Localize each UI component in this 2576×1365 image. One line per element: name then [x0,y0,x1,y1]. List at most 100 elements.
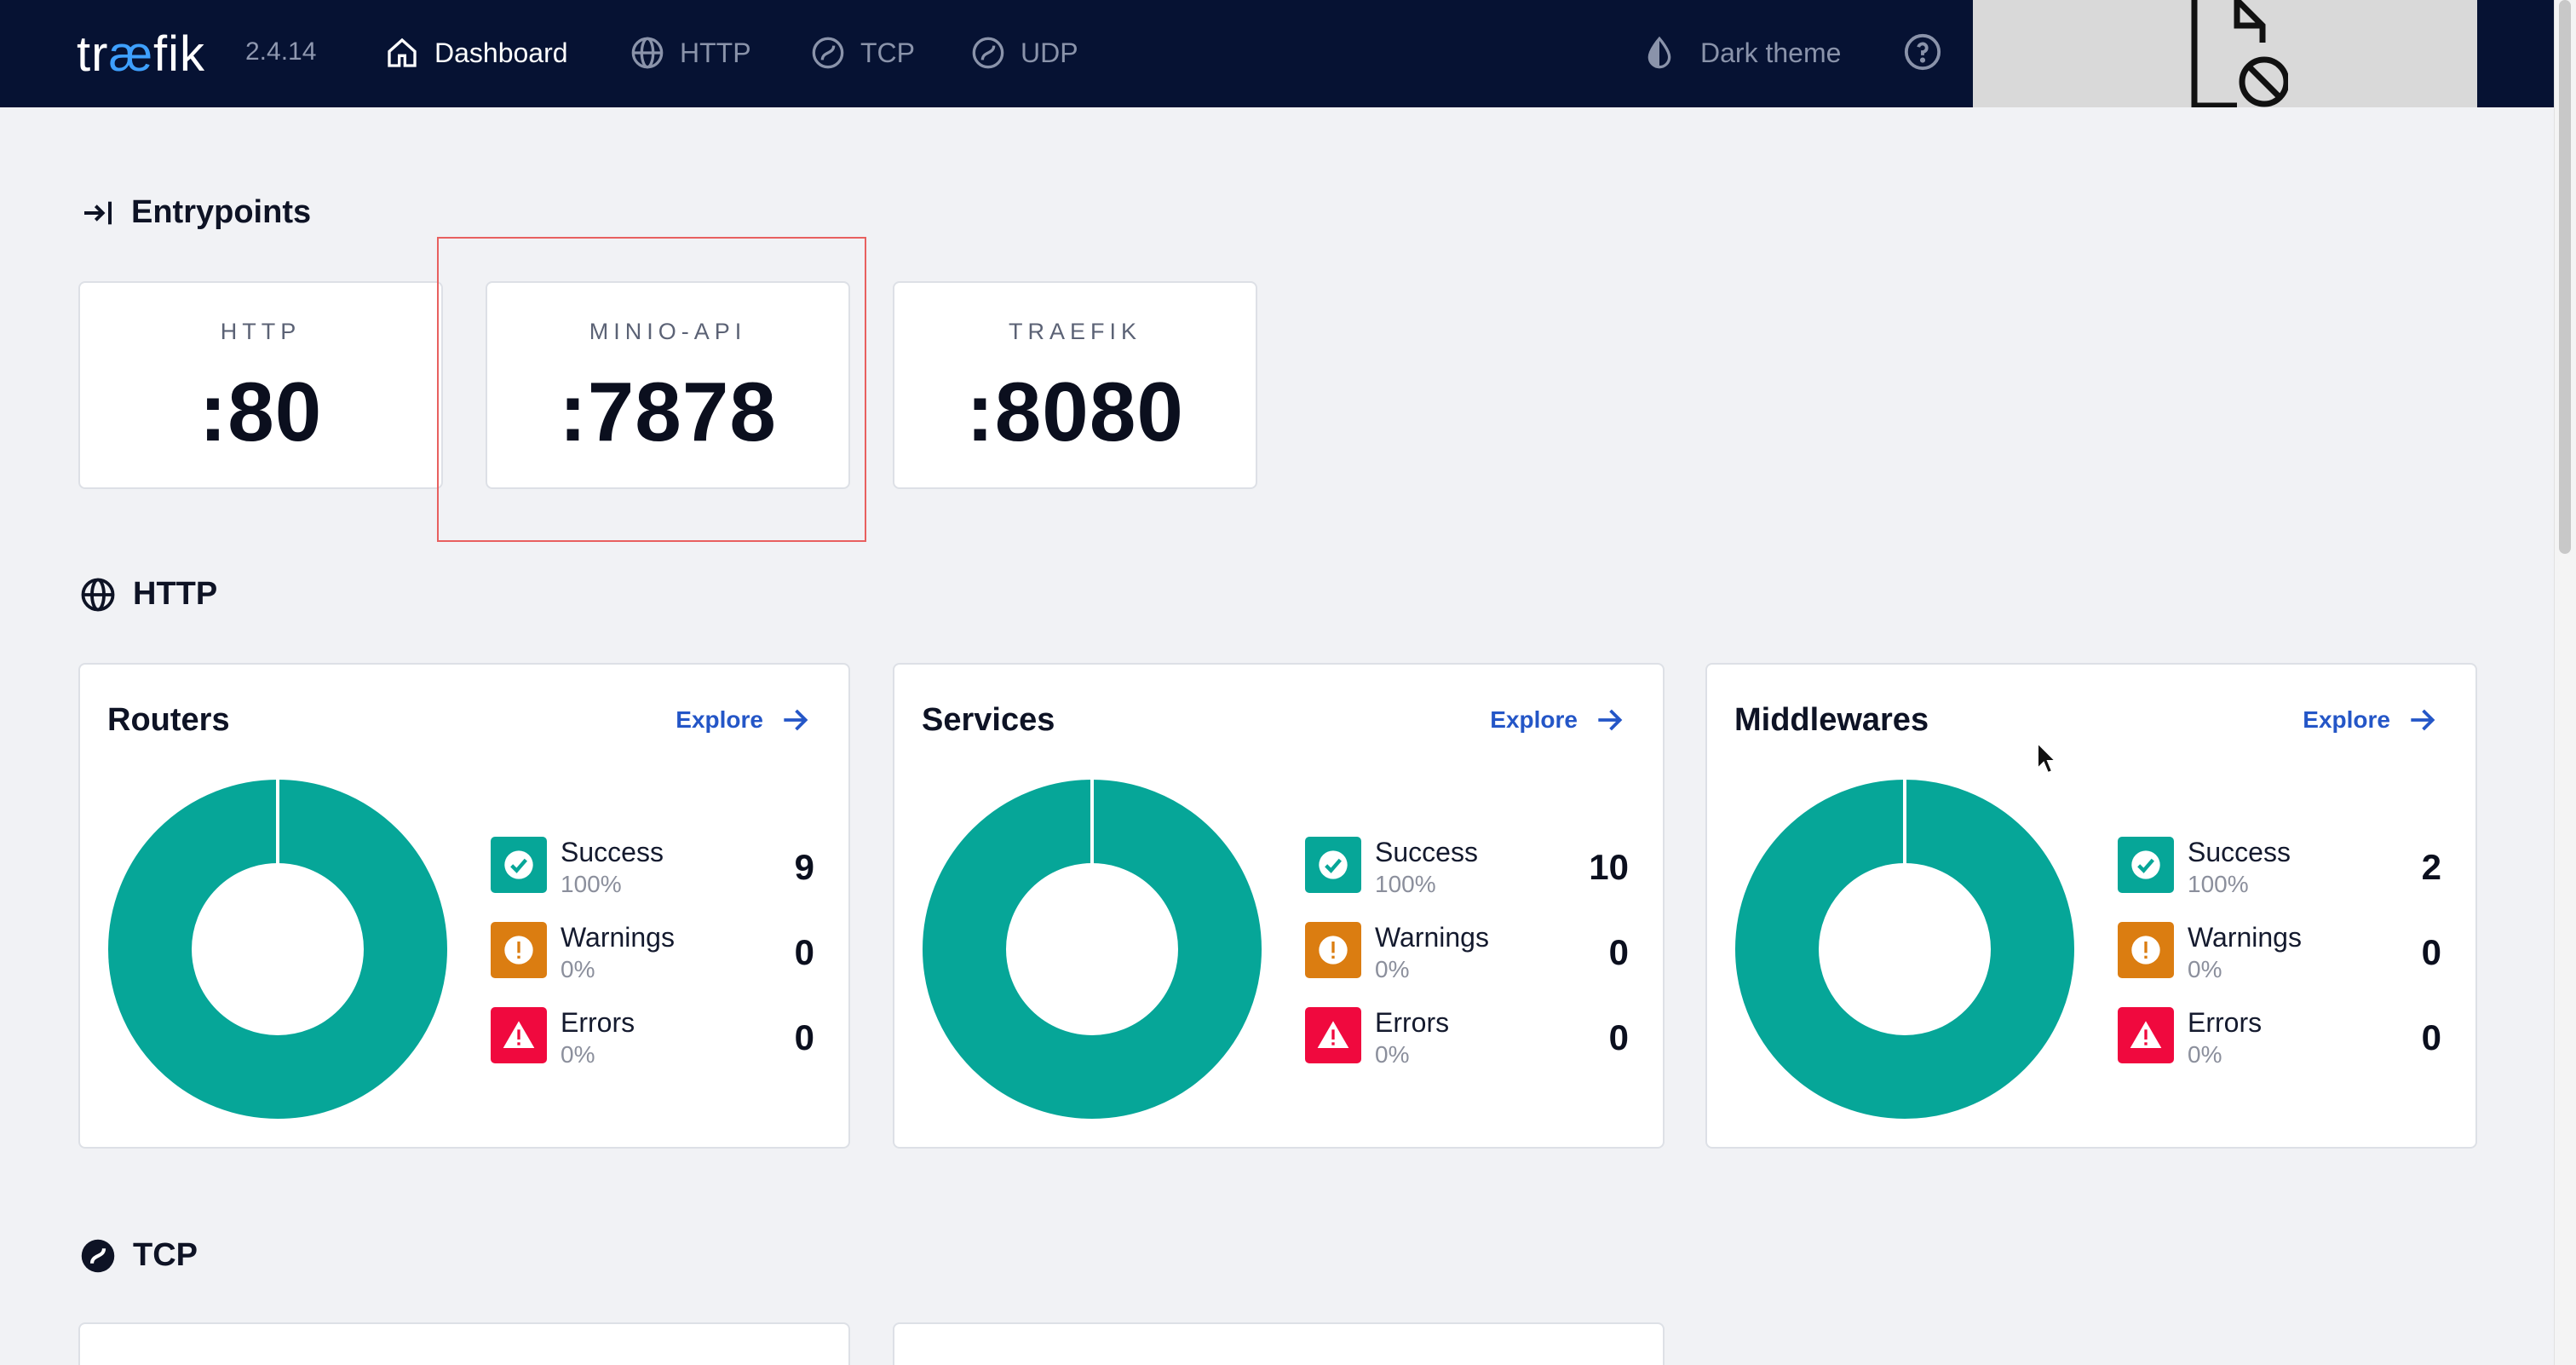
logo-text-start: tr [77,26,109,82]
nav-dashboard[interactable]: Dashboard [385,32,568,73]
explore-label: Explore [676,706,763,733]
success-row: Success 100% 10 [1305,837,1629,897]
success-count: 2 [2421,847,2441,887]
warning-icon [2118,922,2174,978]
warnings-label: Warnings [2188,922,2302,953]
entrypoint-name: TRAEFIK [1008,319,1141,344]
tcp-heading: TCP [80,1237,198,1274]
explore-link[interactable]: Explore [2303,704,2438,736]
status-donut-chart [1735,779,2074,1119]
warnings-label: Warnings [1375,922,1489,953]
errors-percent: 0% [1375,1041,1410,1068]
entrypoints-title: Entrypoints [131,194,312,230]
explore-link[interactable]: Explore [676,704,811,736]
errors-label: Errors [1375,1007,1450,1038]
errors-percent: 0% [561,1041,595,1068]
entrypoint-port: :7878 [559,365,777,458]
explore-label: Explore [2303,706,2390,733]
nav-http[interactable]: HTTP [630,32,751,73]
help-circle-icon[interactable] [1903,32,1942,72]
warnings-percent: 0% [561,956,595,982]
login-arrow-icon [84,201,112,224]
middlewares-card: Middlewares Explore Success 100% 2 Warni… [1705,663,2477,1149]
dark-theme-toggle[interactable]: Dark theme [1642,32,1841,73]
entrypoints-heading: Entrypoints [80,194,311,231]
error-triangle-icon [2118,1007,2174,1063]
udp-icon [972,37,1004,69]
entrypoint-port: :8080 [966,365,1184,458]
success-count: 9 [794,847,814,887]
warnings-count: 0 [1608,932,1629,972]
status-donut-chart [108,779,447,1119]
card-title: Routers [107,702,230,738]
nav-dashboard-label: Dashboard [434,37,568,68]
success-label: Success [1375,837,1478,867]
tcp-routers-card [78,1322,850,1365]
tcp-icon [81,1239,115,1272]
errors-row: Errors 0% 0 [2118,1007,2441,1068]
top-navbar: træfik 2.4.14 Dashboard HTTP TCP UDP Dar… [0,0,2576,107]
errors-count: 0 [1608,1017,1629,1057]
success-check-icon [1305,837,1361,893]
errors-label: Errors [2188,1007,2263,1038]
status-donut-chart [923,779,1262,1119]
errors-row: Errors 0% 0 [491,1007,814,1068]
success-row: Success 100% 2 [2118,837,2441,897]
error-triangle-icon [491,1007,547,1063]
arrow-right-icon [784,709,808,731]
warnings-percent: 0% [2188,956,2222,982]
nav-tcp-label: TCP [860,37,915,68]
tcp-icon [812,37,844,69]
success-row: Success 100% 9 [491,837,814,897]
contrast-drop-icon [1647,36,1671,69]
success-percent: 100% [561,871,622,897]
warning-icon [1305,922,1361,978]
success-percent: 100% [2188,871,2249,897]
blocked-content-area [1973,0,2477,107]
logo-text-end: fik [153,26,206,82]
errors-row: Errors 0% 0 [1305,1007,1629,1068]
entrypoint-card-traefik[interactable]: TRAEFIK :8080 [893,281,1257,489]
errors-percent: 0% [2188,1041,2222,1068]
warnings-row: Warnings 0% 0 [491,922,814,982]
logo-text-ae: æ [108,26,154,82]
nav-http-label: HTTP [680,37,751,68]
warnings-percent: 0% [1375,956,1410,982]
success-count: 10 [1589,847,1629,887]
arrow-right-icon [1598,709,1623,731]
mouse-cursor-icon [2037,741,2058,775]
warnings-count: 0 [794,932,814,972]
errors-label: Errors [561,1007,635,1038]
success-label: Success [561,837,664,867]
traefik-logo[interactable]: træfik [77,26,205,83]
success-percent: 100% [1375,871,1436,897]
http-heading: HTTP [80,576,217,613]
card-title: Services [922,702,1055,738]
explore-link[interactable]: Explore [1490,704,1625,736]
home-icon [388,37,417,67]
scrollbar-thumb[interactable] [2559,0,2571,554]
success-check-icon [491,837,547,893]
nav-tcp[interactable]: TCP [811,32,915,73]
success-check-icon [2118,837,2174,893]
warnings-count: 0 [2421,932,2441,972]
success-label: Success [2188,837,2291,867]
tcp-title: TCP [133,1237,198,1273]
http-title: HTTP [133,576,218,612]
entrypoint-card-minio-api[interactable]: MINIO-API :7878 [486,281,850,489]
warning-icon [491,922,547,978]
nav-udp-label: UDP [1021,37,1078,68]
entrypoint-name: MINIO-API [589,319,747,344]
tcp-services-card [893,1322,1665,1365]
warnings-row: Warnings 0% 0 [2118,922,2441,982]
error-triangle-icon [1305,1007,1361,1063]
blocked-document-icon [2191,0,2288,107]
selection-highlight-box [437,237,866,542]
nav-udp[interactable]: UDP [971,32,1078,73]
routers-card: Routers Explore Success 100% 9 Warnings … [78,663,850,1149]
version-label: 2.4.14 [245,37,317,66]
errors-count: 0 [794,1017,814,1057]
warnings-row: Warnings 0% 0 [1305,922,1629,982]
entrypoint-card-http[interactable]: HTTP :80 [78,281,443,489]
errors-count: 0 [2421,1017,2441,1057]
